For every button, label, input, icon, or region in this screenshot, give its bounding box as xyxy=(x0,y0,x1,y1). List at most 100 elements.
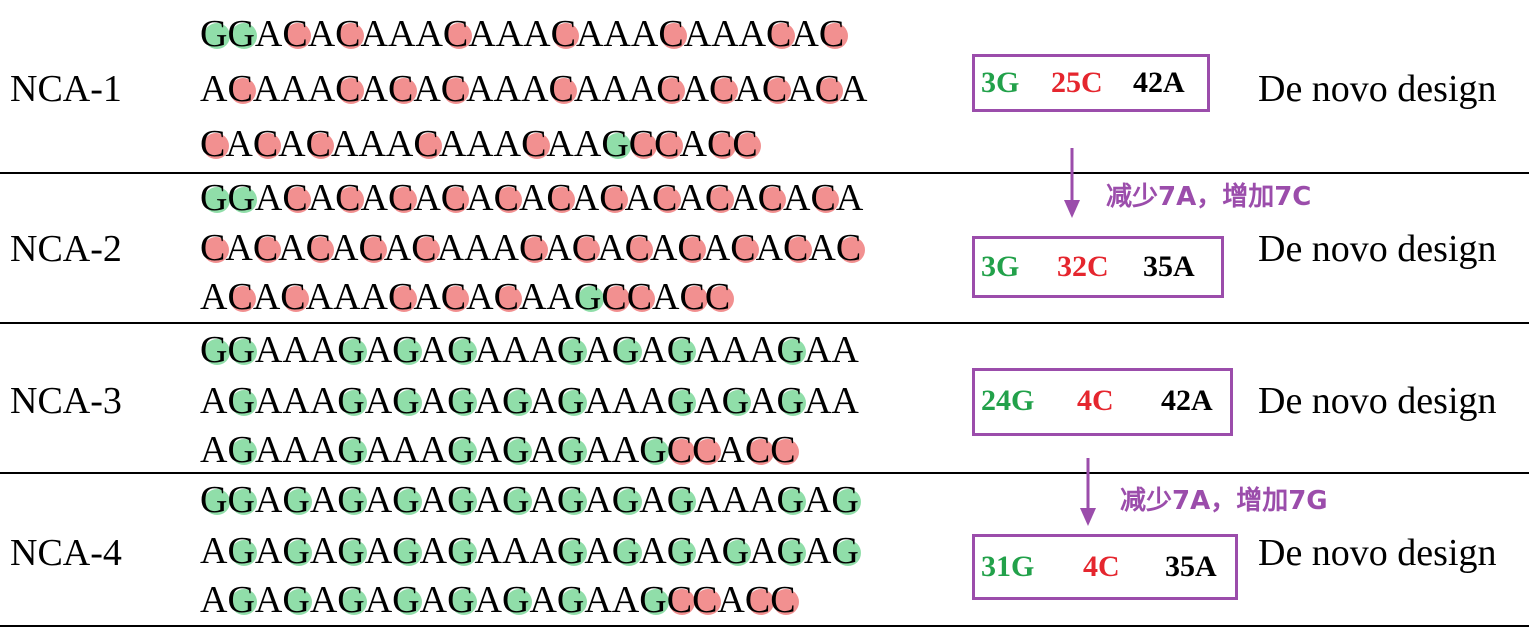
nucleotide-a: A xyxy=(330,227,359,269)
nucleotide-a: A xyxy=(254,329,283,371)
nucleotide-c: C xyxy=(306,120,335,168)
nucleotide-a: A xyxy=(309,429,338,471)
nucleotide-a: A xyxy=(278,123,306,165)
nucleotide-a: A xyxy=(413,276,441,318)
nucleotide-a: A xyxy=(597,227,625,269)
nucleotide-c: C xyxy=(629,120,658,168)
nucleotide-a: A xyxy=(364,329,393,371)
nucleotide-c: C xyxy=(200,120,230,168)
nucleotide-c: C xyxy=(815,65,844,113)
nucleotide-a: A xyxy=(278,227,306,269)
nucleotide-c: C xyxy=(200,224,230,272)
nucleotide-a: A xyxy=(225,227,253,269)
sequence-line: GGAAAGAGAGAAAGAGAGAAAGAA xyxy=(200,326,859,374)
row-nca-1: NCA-1 GGACACAAACAAACAAACAAACAC ACAAACACA… xyxy=(0,0,1529,172)
nucleotide-c: C xyxy=(758,174,787,222)
nucleotide-a: A xyxy=(415,13,443,55)
nucleotide-a: A xyxy=(200,579,228,621)
nucleotide-a: A xyxy=(683,13,712,55)
nucleotide-c: C xyxy=(441,65,470,113)
nucleotide-a: A xyxy=(546,276,574,318)
nucleotide-a: A xyxy=(546,123,574,165)
nucleotide-a: A xyxy=(518,276,547,318)
nucleotide-a: A xyxy=(523,13,551,55)
design-label: De novo design xyxy=(1258,380,1497,422)
row-nca-3: NCA-3 GGAAAGAGAGAAAGAGAGAAAGAA AGAAAGAGA… xyxy=(0,322,1529,472)
nucleotide-a: A xyxy=(721,329,750,371)
nucleotide-g: G xyxy=(337,576,368,624)
nucleotide-a: A xyxy=(200,380,228,422)
nucleotide-c: C xyxy=(521,120,551,168)
nucleotide-c: C xyxy=(656,65,686,113)
nucleotide-a: A xyxy=(305,276,334,318)
nucleotide-a: A xyxy=(717,579,745,621)
nucleotide-a: A xyxy=(694,479,722,521)
g-count: 3G xyxy=(981,250,1020,283)
nucleotide-c: C xyxy=(810,174,840,222)
nucleotide-c: C xyxy=(494,273,523,321)
nucleotide-g: G xyxy=(557,426,588,474)
nucleotide-g: G xyxy=(601,120,632,168)
c-count: 32C xyxy=(1057,250,1109,283)
nucleotide-c: C xyxy=(551,10,580,58)
nucleotide-a: A xyxy=(307,13,336,55)
nucleotide-a: A xyxy=(254,13,283,55)
nucleotide-c: C xyxy=(441,174,470,222)
nucleotide-count-box: 3G 32C 35A xyxy=(972,236,1224,298)
nucleotide-a: A xyxy=(681,68,710,110)
nucleotide-a: A xyxy=(474,579,502,621)
nucleotide-a: A xyxy=(252,68,281,110)
nucleotide-c: C xyxy=(745,426,774,474)
nucleotide-g: G xyxy=(777,476,807,524)
nucleotide-a: A xyxy=(491,227,519,269)
nucleotide-c: C xyxy=(519,224,549,272)
nucleotide-a: A xyxy=(307,177,336,219)
nucleotide-a: A xyxy=(584,329,612,371)
nucleotide-a: A xyxy=(200,429,228,471)
nucleotide-a: A xyxy=(360,68,388,110)
nucleotide-a: A xyxy=(694,329,722,371)
a-count: 35A xyxy=(1143,250,1195,283)
nucleotide-g: G xyxy=(337,426,368,474)
nucleotide-g: G xyxy=(722,527,752,575)
nucleotide-a: A xyxy=(360,13,388,55)
sequence-line: GGACACACACACACACACACACACA xyxy=(200,174,863,222)
nucleotide-c: C xyxy=(766,10,796,58)
nucleotide-a: A xyxy=(694,380,722,422)
nucleotide-g: G xyxy=(227,476,258,524)
nucleotide-c: C xyxy=(443,10,472,58)
nucleotide-g: G xyxy=(639,576,670,624)
nucleotide-a: A xyxy=(254,177,283,219)
nucleotide-a: A xyxy=(639,530,667,572)
nucleotide-a: A xyxy=(702,227,731,269)
nucleotide-g: G xyxy=(227,10,258,58)
nucleotide-a: A xyxy=(474,479,502,521)
nucleotide-g: G xyxy=(282,476,313,524)
nucleotide-a: A xyxy=(803,530,832,572)
nucleotide-c: C xyxy=(253,224,282,272)
nucleotide-a: A xyxy=(501,530,530,572)
nucleotide-a: A xyxy=(521,68,549,110)
nucleotide-a: A xyxy=(364,429,393,471)
nucleotide-g: G xyxy=(447,527,478,575)
sequence-line: CACACACACAAACACACACACACAC xyxy=(200,224,865,272)
nucleotide-a: A xyxy=(419,479,448,521)
nucleotide-a: A xyxy=(803,479,832,521)
nucleotide-g: G xyxy=(227,174,258,222)
nucleotide-c: C xyxy=(335,65,365,113)
nucleotide-c: C xyxy=(654,120,684,168)
nucleotide-a: A xyxy=(360,276,388,318)
nucleotide-a: A xyxy=(711,13,739,55)
nucleotide-c: C xyxy=(692,426,722,474)
nucleotide-a: A xyxy=(628,68,657,110)
sequence-line: AGAGAGAGAGAGAGAAGCCACC xyxy=(200,576,800,624)
nucleotide-c: C xyxy=(572,224,601,272)
nucleotide-c: C xyxy=(770,426,800,474)
sequence-line: GGAGAGAGAGAGAGAGAGAAAGAG xyxy=(200,476,862,524)
nucleotide-a: A xyxy=(611,579,640,621)
sequence-line: AGAAAGAGAGAGAGAAAGAGAGAA xyxy=(200,377,859,425)
nucleotide-c: C xyxy=(836,224,865,272)
nucleotide-g: G xyxy=(574,273,605,321)
nucleotide-g: G xyxy=(392,476,423,524)
nucleotide-g: G xyxy=(447,426,478,474)
